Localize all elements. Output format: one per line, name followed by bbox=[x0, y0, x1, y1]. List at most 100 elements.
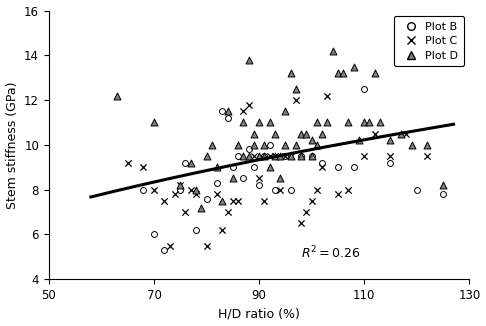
Point bbox=[355, 138, 363, 143]
Point bbox=[160, 247, 168, 253]
Point bbox=[423, 142, 431, 147]
Point bbox=[292, 142, 300, 147]
Point bbox=[192, 191, 200, 197]
Point bbox=[260, 154, 268, 159]
Point bbox=[244, 57, 252, 62]
Point bbox=[271, 131, 279, 136]
Point bbox=[371, 71, 379, 76]
Point bbox=[203, 243, 210, 248]
Point bbox=[255, 120, 263, 125]
Point bbox=[292, 86, 300, 92]
Point bbox=[213, 191, 221, 197]
Point bbox=[297, 154, 305, 159]
Point bbox=[240, 109, 247, 114]
Point bbox=[313, 142, 321, 147]
Point bbox=[266, 154, 274, 159]
Point bbox=[255, 183, 263, 188]
Point bbox=[187, 160, 194, 165]
Point bbox=[218, 227, 226, 232]
Point bbox=[224, 109, 231, 114]
Y-axis label: Stem stiffness (GPa): Stem stiffness (GPa) bbox=[5, 81, 18, 209]
Point bbox=[229, 176, 237, 181]
Point bbox=[345, 120, 352, 125]
Point bbox=[244, 154, 252, 159]
Point bbox=[166, 243, 174, 248]
Point bbox=[213, 165, 221, 170]
Point bbox=[176, 183, 184, 188]
Point bbox=[287, 154, 295, 159]
Point bbox=[176, 187, 184, 192]
Point bbox=[229, 165, 237, 170]
Point bbox=[308, 154, 315, 159]
Point bbox=[244, 102, 252, 107]
Point bbox=[334, 71, 342, 76]
Point bbox=[234, 154, 242, 159]
Point bbox=[297, 131, 305, 136]
Point bbox=[297, 154, 305, 159]
Point bbox=[350, 165, 358, 170]
Point bbox=[376, 120, 384, 125]
Point bbox=[250, 142, 258, 147]
Point bbox=[360, 86, 368, 92]
Point bbox=[150, 187, 158, 192]
Point bbox=[308, 154, 315, 159]
Point bbox=[213, 180, 221, 185]
Point bbox=[292, 97, 300, 103]
Point bbox=[334, 165, 342, 170]
Point bbox=[318, 131, 326, 136]
Point bbox=[113, 93, 121, 98]
Point bbox=[171, 191, 179, 197]
Point bbox=[345, 187, 352, 192]
Point bbox=[271, 154, 279, 159]
Point bbox=[439, 191, 447, 197]
Point bbox=[339, 71, 347, 76]
Point bbox=[318, 165, 326, 170]
Point bbox=[408, 142, 416, 147]
Point bbox=[287, 154, 295, 159]
Point bbox=[266, 142, 274, 147]
Point bbox=[266, 165, 274, 170]
Point bbox=[218, 109, 226, 114]
Legend: Plot B, Plot C, Plot D: Plot B, Plot C, Plot D bbox=[394, 16, 464, 66]
Point bbox=[224, 209, 231, 215]
Point bbox=[281, 109, 289, 114]
Point bbox=[318, 160, 326, 165]
Point bbox=[302, 131, 310, 136]
Point bbox=[250, 154, 258, 159]
Point bbox=[192, 187, 200, 192]
Point bbox=[192, 227, 200, 232]
Point bbox=[386, 138, 394, 143]
Point bbox=[334, 191, 342, 197]
Point bbox=[287, 71, 295, 76]
Text: $R^2 = 0.26$: $R^2 = 0.26$ bbox=[301, 244, 360, 261]
Point bbox=[308, 138, 315, 143]
Point bbox=[224, 115, 231, 121]
Point bbox=[240, 120, 247, 125]
Point bbox=[271, 187, 279, 192]
Point bbox=[276, 187, 284, 192]
Point bbox=[150, 232, 158, 237]
Point bbox=[176, 183, 184, 188]
Point bbox=[260, 142, 268, 147]
Point bbox=[281, 154, 289, 159]
Point bbox=[250, 131, 258, 136]
Point bbox=[160, 198, 168, 203]
Point bbox=[302, 209, 310, 215]
Point bbox=[281, 154, 289, 159]
Point bbox=[260, 198, 268, 203]
Point bbox=[324, 120, 331, 125]
Point bbox=[182, 209, 190, 215]
Point bbox=[197, 205, 205, 210]
Point bbox=[360, 120, 368, 125]
Point bbox=[413, 187, 421, 192]
Point bbox=[244, 147, 252, 152]
Point bbox=[287, 187, 295, 192]
Point bbox=[208, 142, 216, 147]
Point bbox=[182, 160, 190, 165]
Point bbox=[313, 187, 321, 192]
Point bbox=[255, 154, 263, 159]
Point bbox=[324, 93, 331, 98]
Point bbox=[276, 176, 284, 181]
Point bbox=[187, 187, 194, 192]
Point bbox=[240, 154, 247, 159]
